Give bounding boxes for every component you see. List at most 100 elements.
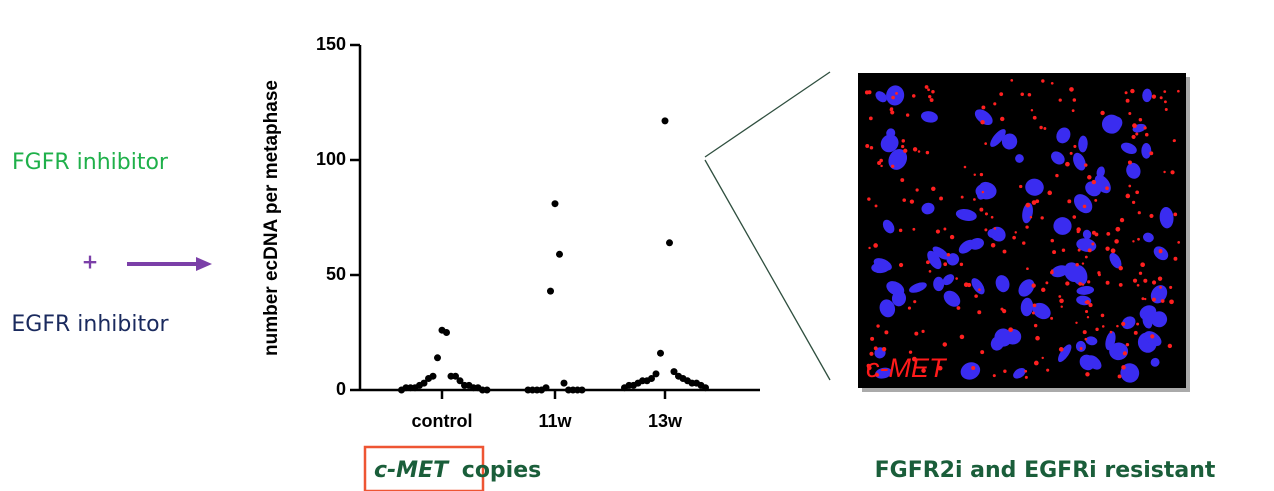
ecdna-dot	[974, 294, 978, 298]
ecdna-dot	[956, 306, 961, 310]
ecdna-dot	[1065, 161, 1070, 167]
chromosome	[886, 85, 905, 106]
ecdna-dot	[1100, 110, 1105, 116]
ecdna-dot	[1043, 126, 1047, 130]
chromosome	[994, 328, 1013, 347]
ecdna-dot	[1052, 250, 1057, 255]
ecdna-dot	[1084, 255, 1088, 259]
ecdna-dot	[1081, 262, 1085, 265]
chromosome	[921, 202, 935, 215]
ecdna-dot	[1041, 356, 1044, 360]
y-tick-label: 50	[326, 264, 346, 284]
ecdna-dot	[1065, 281, 1070, 286]
ecdna-dot	[1026, 267, 1029, 271]
ecdna-dot	[898, 228, 903, 233]
ecdna-dot	[1000, 116, 1005, 122]
ecdna-dot	[931, 186, 936, 192]
highlight-box	[363, 445, 485, 491]
chromosome	[1079, 354, 1095, 371]
chromosome	[1142, 88, 1152, 103]
ecdna-dot	[876, 324, 880, 328]
ecdna-dot	[1144, 297, 1147, 301]
point	[551, 200, 559, 208]
ecdna-dot	[1087, 248, 1092, 253]
ecdna-dot	[1135, 132, 1139, 136]
ecdna-dot	[929, 98, 934, 103]
x-tick-label: 13w	[648, 411, 683, 431]
chromosome	[1109, 252, 1122, 269]
ecdna-dot	[1130, 88, 1135, 94]
chromosome	[1159, 206, 1174, 229]
point	[434, 354, 441, 362]
chromosome	[933, 276, 945, 292]
ecdna-dot	[1144, 132, 1149, 137]
chromosome	[1096, 166, 1105, 178]
ecdna-dot	[1172, 139, 1176, 143]
ecdna-dot	[880, 164, 883, 168]
ecdna-dot	[917, 150, 921, 153]
ecdna-dot	[1050, 316, 1054, 320]
ecdna-dot	[1164, 108, 1168, 111]
ecdna-dot	[939, 196, 943, 201]
ecdna-dot	[927, 88, 930, 92]
caption-gene: c-MET	[374, 458, 450, 483]
point	[456, 377, 464, 385]
ecdna-dot	[1128, 184, 1132, 188]
ecdna-dot	[874, 204, 878, 208]
ecdna-dot	[1084, 163, 1088, 167]
ecdna-dot	[1032, 303, 1037, 308]
ecdna-dot	[1075, 263, 1079, 267]
chromosome	[1020, 297, 1034, 317]
ecdna-dot	[1143, 126, 1147, 130]
ecdna-dot	[901, 144, 905, 149]
chromosome	[1153, 246, 1169, 261]
ecdna-dot	[1158, 249, 1163, 254]
chromosome	[987, 228, 997, 238]
chromosome	[943, 290, 961, 307]
caption-text: copies	[462, 458, 541, 483]
ecdna-dot	[979, 172, 984, 177]
chromosome	[927, 250, 942, 270]
ecdna-dot	[1128, 112, 1132, 115]
ecdna-dot	[912, 147, 918, 152]
ecdna-dot	[1050, 238, 1055, 243]
ecdna-dot	[980, 350, 985, 355]
ecdna-dot	[908, 350, 913, 354]
ecdna-dot	[1114, 239, 1119, 244]
ecdna-dot	[1032, 115, 1037, 120]
ecdna-dot	[1131, 134, 1136, 139]
ecdna-dot	[867, 90, 872, 95]
ecdna-dot	[1050, 81, 1054, 85]
ecdna-dot	[1159, 286, 1162, 289]
ecdna-dot	[1076, 230, 1080, 234]
ecdna-dot	[1030, 109, 1034, 112]
ecdna-dot	[971, 366, 976, 371]
ecdna-dot	[1173, 256, 1178, 261]
chromosome	[1141, 142, 1152, 159]
ecdna-dot	[873, 243, 878, 248]
ecdna-dot	[1125, 98, 1130, 103]
point	[661, 117, 669, 125]
ecdna-dot	[895, 91, 898, 95]
ecdna-dot	[913, 300, 917, 304]
ecdna-dot	[984, 142, 987, 145]
point	[666, 239, 673, 247]
chromosome	[1015, 154, 1024, 163]
ecdna-dot	[928, 270, 932, 273]
ecdna-dot	[1131, 200, 1136, 205]
ecdna-dot	[1169, 299, 1174, 305]
ecdna-dot	[1101, 325, 1105, 328]
ecdna-dot	[1094, 198, 1098, 202]
ecdna-dot	[1024, 375, 1028, 379]
ecdna-dot	[943, 227, 947, 231]
ecdna-dot	[937, 365, 943, 371]
ecdna-dot	[889, 107, 894, 111]
chromosome	[1075, 340, 1086, 352]
chromosome	[1144, 331, 1162, 346]
y-tick-label: 150	[316, 34, 346, 54]
ecdna-dot	[955, 277, 958, 280]
chromosome	[932, 246, 949, 260]
ecdna-dot	[1035, 335, 1040, 341]
ecdna-dot	[979, 207, 984, 212]
point	[547, 287, 554, 295]
